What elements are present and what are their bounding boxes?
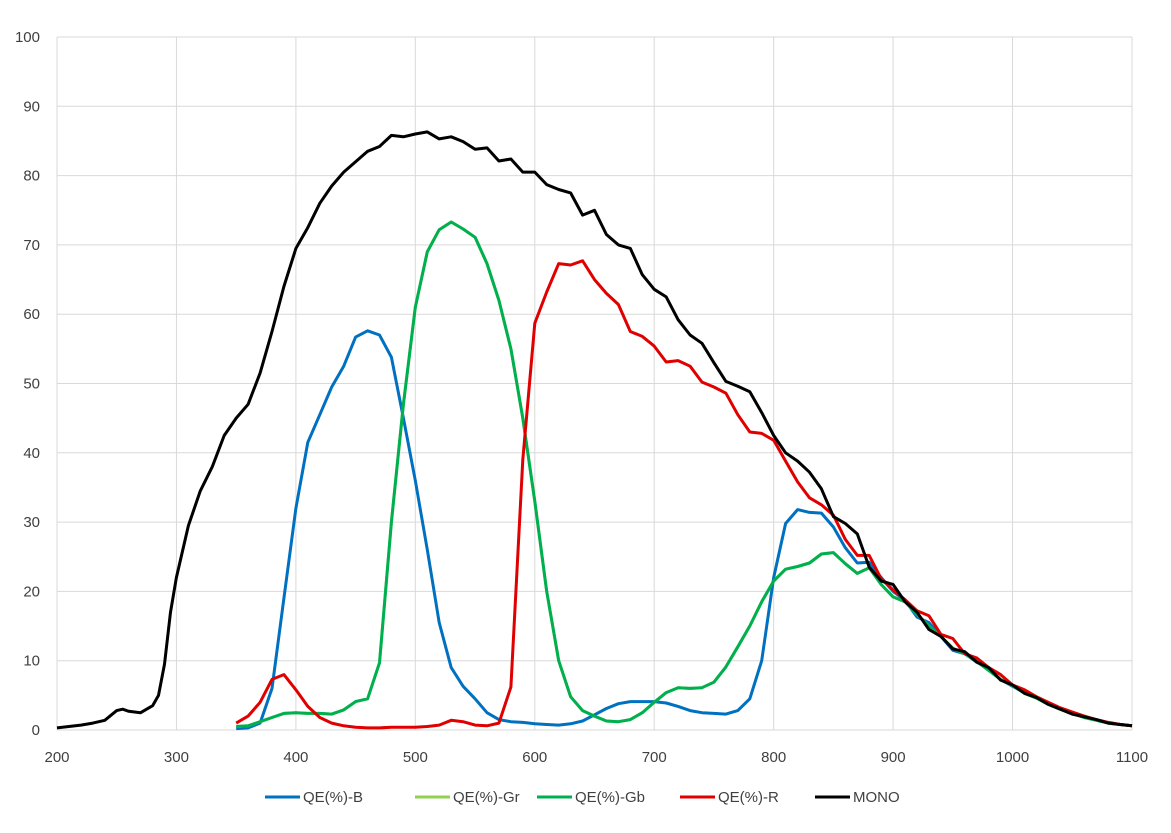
x-tick-label: 900	[881, 749, 906, 766]
x-tick-label: 400	[283, 749, 308, 766]
legend-label: QE(%)-Gb	[575, 789, 645, 806]
series-line-qe-gb	[236, 220, 1133, 728]
x-axis-ticks: 200 300 400 500 600 700 800 900 1000 1100	[44, 749, 1148, 766]
y-tick-label: 0	[32, 722, 40, 739]
series-line-mono	[56, 130, 1133, 730]
y-tick-label: 80	[23, 168, 40, 185]
y-tick-label: 10	[23, 653, 40, 670]
legend-label: MONO	[853, 789, 900, 806]
y-tick-label: 50	[23, 376, 40, 393]
x-tick-label: 600	[522, 749, 547, 766]
x-tick-label: 1100	[1116, 749, 1148, 766]
series-line-qe-r	[235, 259, 1133, 730]
y-tick-label: 40	[23, 445, 40, 462]
y-tick-label: 60	[23, 306, 40, 323]
y-tick-label: 70	[23, 237, 40, 254]
y-axis-ticks: 0 10 20 30 40 50 60 70 80 90 100	[15, 29, 40, 739]
x-tick-label: 700	[642, 749, 667, 766]
x-tick-label: 500	[403, 749, 428, 766]
x-tick-label: 200	[44, 749, 69, 766]
legend-label: QE(%)-B	[303, 789, 363, 806]
legend-label: QE(%)-Gr	[453, 789, 520, 806]
legend: QE(%)-B QE(%)-Gr QE(%)-Gb QE(%)-R MONO	[265, 789, 900, 806]
y-tick-label: 30	[23, 514, 40, 531]
series-line-qe-gr	[236, 220, 1133, 728]
legend-label: QE(%)-R	[718, 789, 779, 806]
y-tick-label: 20	[23, 583, 40, 600]
x-tick-label: 1000	[996, 749, 1029, 766]
x-tick-label: 300	[164, 749, 189, 766]
y-tick-label: 90	[23, 98, 40, 115]
series-lines	[56, 130, 1133, 731]
gridlines	[56, 36, 1133, 731]
series-line-qe-b	[236, 329, 1133, 731]
y-tick-label: 100	[15, 29, 40, 46]
x-tick-label: 800	[761, 749, 786, 766]
